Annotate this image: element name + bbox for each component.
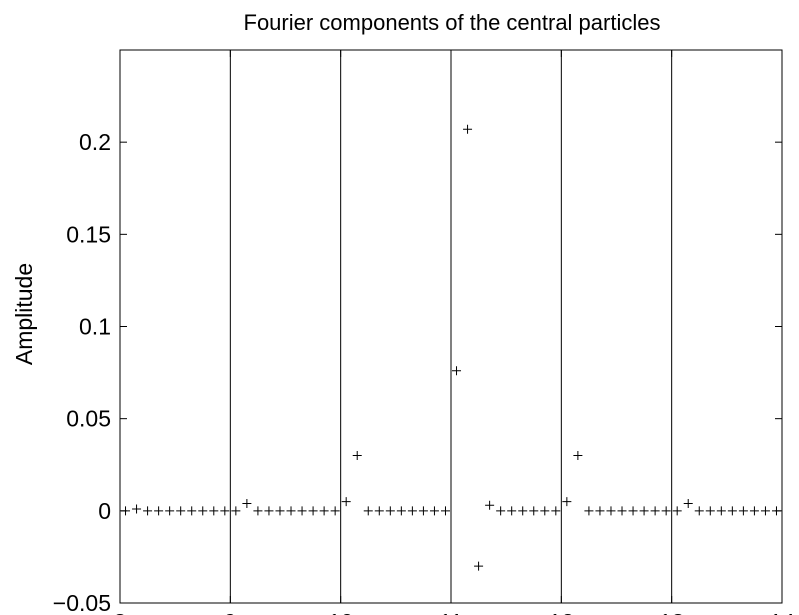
- x-tick-label: 10: [328, 609, 354, 615]
- data-point: [352, 451, 362, 461]
- data-point: [551, 506, 561, 516]
- data-point: [242, 498, 252, 508]
- data-point: [485, 500, 495, 510]
- x-tick-label: 8: [114, 609, 127, 615]
- data-point: [385, 506, 395, 516]
- data-point: [121, 506, 131, 516]
- data-point: [661, 506, 671, 516]
- data-point: [650, 506, 660, 516]
- data-point: [463, 124, 473, 134]
- data-point: [474, 561, 484, 571]
- y-tick-label: 0: [98, 498, 111, 524]
- data-point: [573, 451, 583, 461]
- data-point: [132, 504, 142, 514]
- data-point: [231, 506, 241, 516]
- data-point: [760, 506, 770, 516]
- data-point: [165, 506, 175, 516]
- data-point: [308, 506, 318, 516]
- y-tick-label: 0.15: [66, 221, 111, 247]
- x-tick-label: 13: [659, 609, 685, 615]
- data-point: [595, 506, 605, 516]
- data-point: [672, 506, 682, 516]
- data-point: [617, 506, 627, 516]
- data-point: [407, 506, 417, 516]
- data-point: [628, 506, 638, 516]
- data-point: [319, 506, 329, 516]
- data-point: [187, 506, 197, 516]
- data-point: [418, 506, 428, 516]
- data-point: [507, 506, 517, 516]
- data-point: [264, 506, 274, 516]
- data-point: [694, 506, 704, 516]
- y-tick-label: 0.05: [66, 406, 111, 432]
- data-point: [374, 506, 384, 516]
- data-point: [727, 506, 737, 516]
- data-point: [540, 506, 550, 516]
- data-point: [341, 497, 351, 507]
- data-point: [518, 506, 528, 516]
- data-points: [121, 124, 781, 571]
- y-tick-label: 0.2: [79, 129, 111, 155]
- data-point: [330, 506, 340, 516]
- data-point: [286, 506, 296, 516]
- data-point: [749, 506, 759, 516]
- data-point: [562, 497, 572, 507]
- data-point: [275, 506, 285, 516]
- y-tick-label: −0.05: [53, 590, 111, 615]
- x-tick-label: 11: [439, 609, 463, 615]
- plot-frame: [119, 49, 783, 604]
- data-point: [716, 506, 726, 516]
- x-tick-label: 9: [224, 609, 237, 615]
- data-point: [297, 506, 307, 516]
- data-point: [429, 506, 439, 516]
- y-tick-labels: −0.05 0 0.05 0.1 0.15 0.2: [53, 129, 111, 615]
- data-point: [529, 506, 539, 516]
- chart-title: Fourier components of the central partic…: [244, 10, 661, 35]
- x-tick-label: 12: [549, 609, 575, 615]
- data-point: [452, 366, 462, 376]
- vertical-lines: [229, 50, 673, 603]
- data-point: [220, 506, 230, 516]
- data-point: [705, 506, 715, 516]
- x-tick-labels: 8 9 10 11 12 13 14: [114, 609, 795, 615]
- data-point: [209, 506, 219, 516]
- data-point: [606, 506, 616, 516]
- data-point: [738, 506, 748, 516]
- data-point: [143, 506, 153, 516]
- data-point: [639, 506, 649, 516]
- data-point: [771, 506, 781, 516]
- data-point: [154, 506, 164, 516]
- y-tick-label: 0.1: [79, 314, 111, 340]
- data-point: [198, 506, 208, 516]
- data-point: [496, 506, 506, 516]
- data-point: [396, 506, 406, 516]
- data-point: [363, 506, 373, 516]
- data-point: [683, 498, 693, 508]
- data-point: [253, 506, 263, 516]
- y-axis-label: Amplitude: [11, 263, 37, 365]
- data-point: [584, 506, 594, 516]
- data-point: [176, 506, 186, 516]
- data-point: [440, 506, 450, 516]
- x-tick-label: 14: [769, 609, 795, 615]
